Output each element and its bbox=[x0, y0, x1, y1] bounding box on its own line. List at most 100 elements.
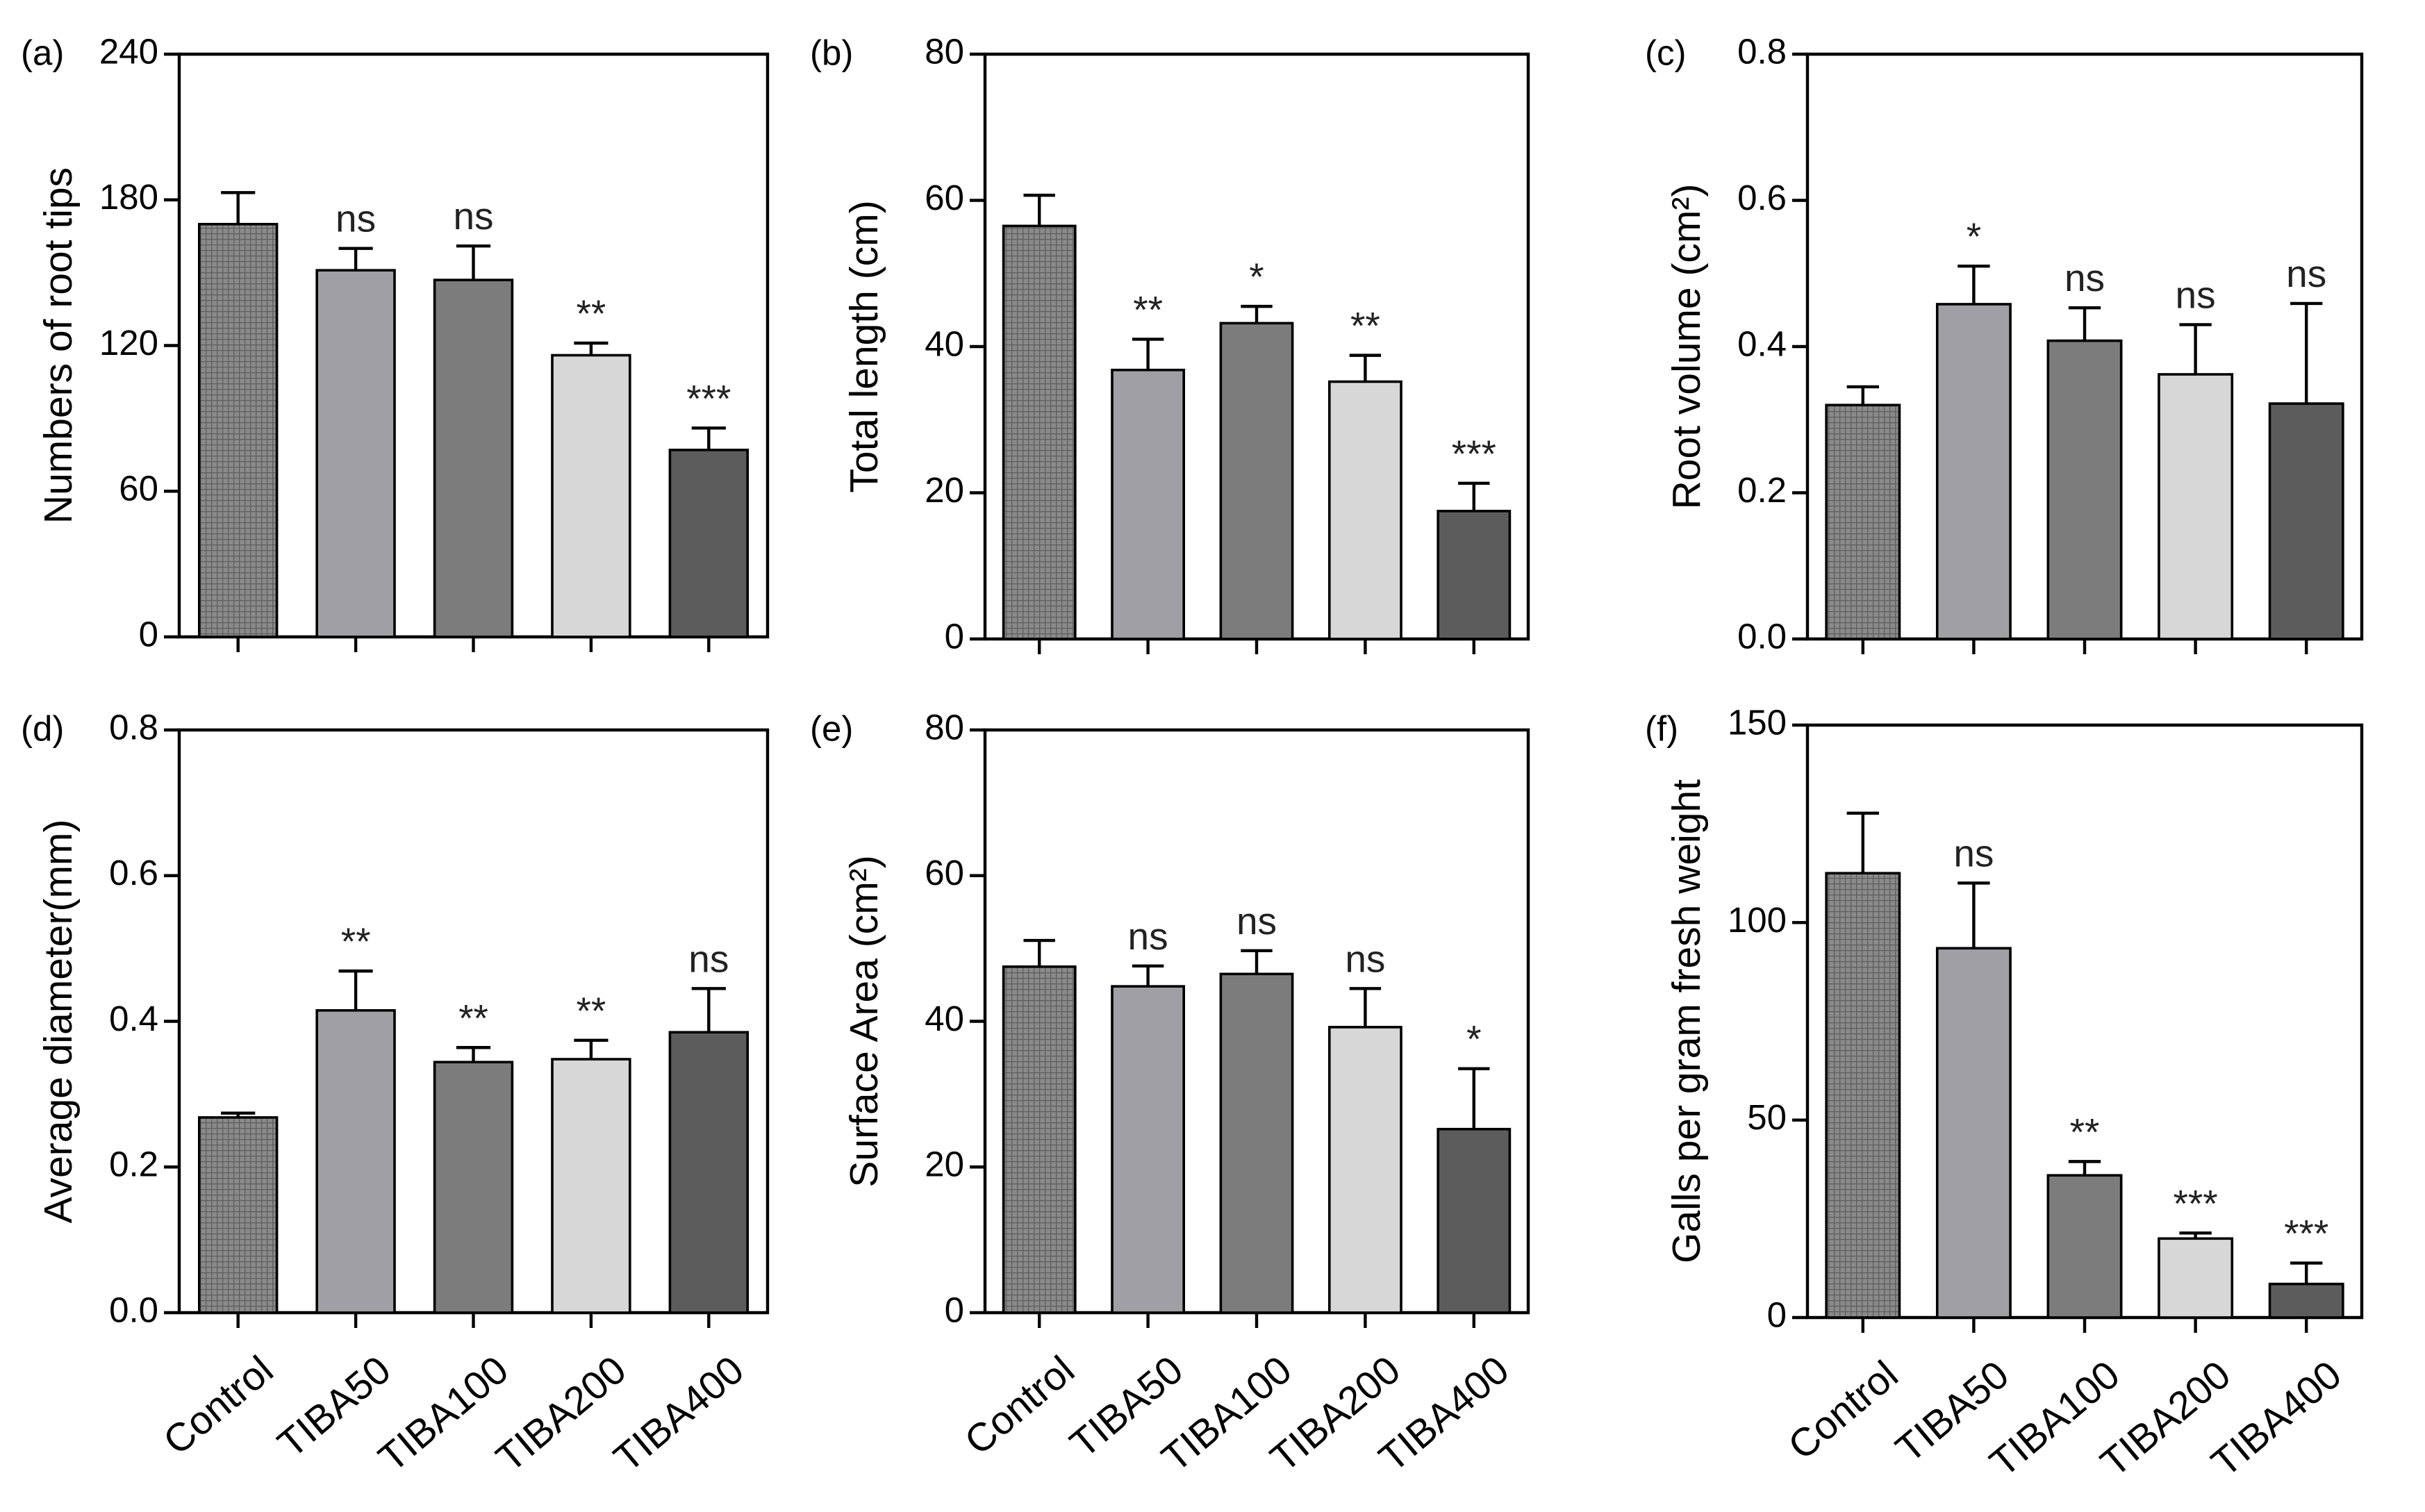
plot-frame bbox=[983, 728, 1530, 1315]
error-bar-tiba100 bbox=[456, 1046, 491, 1063]
bar-tiba50 bbox=[315, 269, 396, 638]
significance-label-tiba100: ns bbox=[2064, 256, 2105, 299]
y-tick-label: 60 bbox=[925, 853, 964, 892]
y-axis-label: Root volume (cm²) bbox=[1664, 184, 1709, 510]
bar-tiba100 bbox=[2046, 1174, 2123, 1319]
error-bar-tiba50 bbox=[1958, 881, 1990, 949]
significance-label-tiba200: *** bbox=[2173, 1181, 2217, 1224]
significance-label-tiba50: ns bbox=[1128, 915, 1168, 958]
bar-control bbox=[1002, 224, 1077, 640]
plot-frame bbox=[177, 52, 770, 639]
error-bar-tiba400 bbox=[1458, 481, 1490, 511]
bar-tiba400 bbox=[2268, 1282, 2344, 1319]
error-bar-control bbox=[221, 191, 256, 224]
bar-tiba50 bbox=[1111, 368, 1186, 640]
y-tick-label: 0 bbox=[1767, 1295, 1787, 1334]
y-tick-label: 60 bbox=[119, 469, 158, 508]
plot-frame bbox=[983, 52, 1530, 641]
bar-tiba200 bbox=[551, 1058, 631, 1314]
bar-control bbox=[1002, 965, 1077, 1314]
bar-tiba100 bbox=[2046, 339, 2123, 640]
error-bar-control bbox=[1846, 385, 1879, 406]
error-bar-control bbox=[1846, 811, 1879, 874]
error-bar-tiba200 bbox=[1349, 987, 1382, 1027]
y-axis-label: Surface Area (cm²) bbox=[842, 855, 886, 1187]
plot-frame bbox=[177, 728, 770, 1315]
y-tick-label: 0 bbox=[945, 1290, 964, 1329]
y-tick-label: 50 bbox=[1747, 1097, 1787, 1137]
error-bar-tiba400 bbox=[2290, 1261, 2323, 1284]
bar-tiba50 bbox=[1935, 303, 2012, 640]
panel-label: (d) bbox=[21, 708, 64, 748]
significance-label-tiba100: ** bbox=[458, 996, 488, 1039]
category-label-tiba200: TIBA200 bbox=[488, 1347, 634, 1481]
error-bar-tiba50 bbox=[1132, 338, 1164, 370]
bar-tiba50 bbox=[1111, 985, 1186, 1314]
y-tick-label: 0.8 bbox=[109, 707, 158, 747]
bar-tiba200 bbox=[2158, 1237, 2234, 1319]
bar-control bbox=[197, 1116, 279, 1314]
y-tick-label: 20 bbox=[925, 470, 964, 510]
y-axis-label: Total length (cm) bbox=[842, 200, 886, 492]
y-tick-label: 0 bbox=[139, 614, 158, 654]
significance-label-tiba200: ns bbox=[2176, 273, 2216, 316]
bar-tiba100 bbox=[1219, 322, 1294, 640]
category-label-control: Control bbox=[155, 1347, 281, 1463]
significance-label-tiba100: ns bbox=[453, 194, 493, 238]
error-bar-tiba400 bbox=[1458, 1067, 1490, 1129]
error-bar-tiba100 bbox=[2068, 306, 2101, 341]
error-bar-tiba200 bbox=[2179, 323, 2212, 374]
bar-tiba200 bbox=[1327, 1026, 1402, 1314]
error-bar-tiba400 bbox=[2290, 301, 2323, 404]
bar-control bbox=[1825, 872, 1901, 1319]
plot-frame bbox=[1805, 52, 2364, 641]
significance-label-tiba200: ** bbox=[576, 989, 606, 1032]
panel-label: (b) bbox=[810, 33, 853, 72]
error-bar-tiba50 bbox=[338, 969, 373, 1011]
y-axis-label: Galls per gram fresh weight bbox=[1664, 779, 1709, 1263]
y-tick-label: 240 bbox=[99, 31, 158, 71]
y-tick-label: 0.2 bbox=[109, 1145, 158, 1184]
error-bar-tiba50 bbox=[1958, 265, 1990, 304]
panel-label: (e) bbox=[810, 708, 853, 748]
bar-tiba400 bbox=[1437, 1127, 1512, 1314]
significance-label-tiba200: ** bbox=[576, 292, 606, 335]
y-tick-label: 0.6 bbox=[1737, 178, 1787, 217]
y-tick-label: 80 bbox=[925, 31, 964, 71]
error-bar-tiba50 bbox=[338, 247, 373, 271]
error-bar-tiba100 bbox=[1241, 949, 1273, 974]
y-tick-label: 0 bbox=[945, 616, 964, 656]
panel-label: (c) bbox=[1645, 33, 1686, 72]
y-tick-label: 0.4 bbox=[109, 999, 158, 1038]
chart-panel-f: (f) Galls per gram fresh weight 0 50 100 150 C… bbox=[1645, 702, 2364, 1486]
y-tick-label: 150 bbox=[1728, 702, 1787, 742]
significance-label-tiba400: ns bbox=[688, 937, 729, 980]
error-bar-tiba400 bbox=[691, 426, 726, 450]
bar-tiba400 bbox=[668, 1031, 750, 1314]
error-bar-tiba200 bbox=[2179, 1231, 2212, 1239]
error-bar-tiba100 bbox=[456, 244, 491, 281]
bar-control bbox=[1825, 404, 1901, 640]
significance-label-tiba400: *** bbox=[686, 376, 731, 419]
panel-label: (f) bbox=[1645, 708, 1678, 748]
significance-label-tiba400: *** bbox=[2284, 1212, 2328, 1255]
y-tick-label: 0.0 bbox=[1737, 616, 1787, 656]
y-tick-label: 40 bbox=[925, 999, 964, 1038]
y-axis-label: Average diameter(mm) bbox=[36, 820, 81, 1224]
error-bar-tiba200 bbox=[1349, 354, 1382, 382]
error-bar-tiba400 bbox=[691, 987, 726, 1033]
significance-label-tiba400: *** bbox=[1452, 432, 1496, 475]
panel-label: (a) bbox=[21, 33, 64, 72]
y-tick-label: 100 bbox=[1728, 900, 1787, 940]
error-bar-tiba100 bbox=[2068, 1160, 2101, 1176]
bar-tiba50 bbox=[1935, 947, 2012, 1319]
chart-panel-a: (a) Numbers of root tips 0 60 120 180 240 ns ns *… bbox=[21, 31, 770, 654]
significance-label-tiba50: * bbox=[1967, 215, 1981, 258]
significance-label-tiba200: ns bbox=[1345, 937, 1385, 980]
significance-label-tiba50: ** bbox=[341, 920, 371, 963]
significance-label-tiba200: ** bbox=[1350, 304, 1380, 347]
significance-label-tiba400: ns bbox=[2286, 252, 2326, 295]
significance-label-tiba400: * bbox=[1466, 1017, 1481, 1061]
chart-panel-c: (c) Root volume (cm²) 0.0 0.2 0.4 0.6 0.8 * ns ns… bbox=[1645, 31, 2364, 656]
